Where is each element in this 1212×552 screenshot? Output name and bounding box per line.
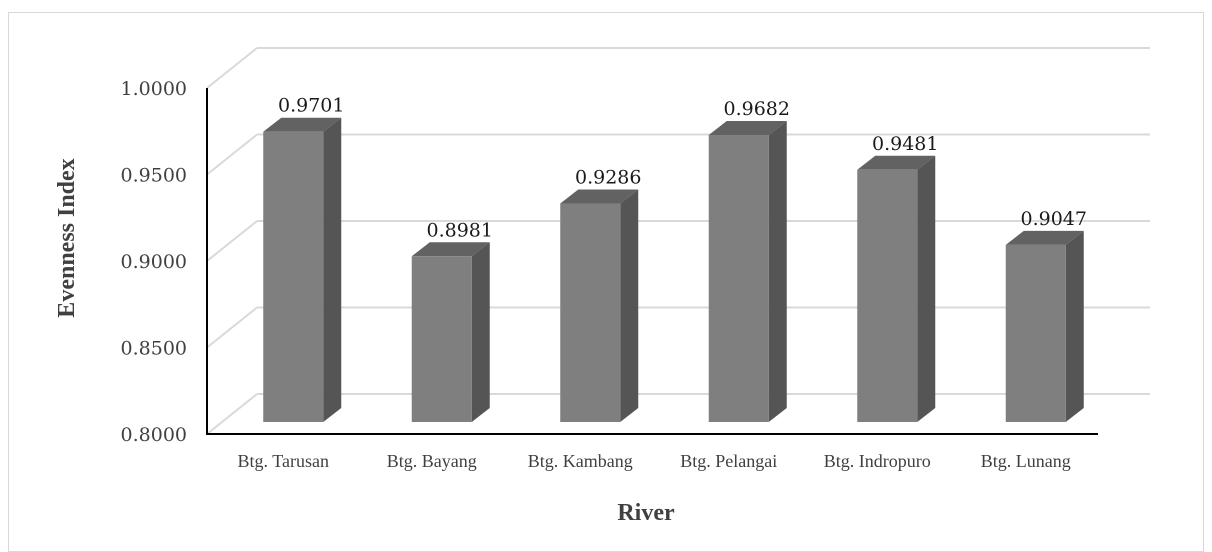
- bar: [263, 117, 342, 423]
- y-tick-label: 0.9500: [121, 165, 187, 187]
- x-tick-label: Btg. Tarusan: [238, 451, 329, 471]
- bar: [411, 242, 490, 422]
- gridline-diagonal: [206, 220, 258, 262]
- bar-top: [411, 242, 490, 257]
- bar: [708, 121, 787, 422]
- x-tick-label: Btg. Kambang: [528, 451, 633, 471]
- y-tick-label: 0.8500: [121, 338, 187, 360]
- x-axis-title: River: [617, 500, 675, 526]
- gridline-diagonal: [206, 47, 258, 89]
- axes: [206, 88, 1098, 435]
- bar-front: [708, 135, 769, 422]
- x-tick-label: Btg. Indropuro: [824, 451, 931, 471]
- data-label: 0.9682: [724, 98, 790, 120]
- bar-top: [263, 117, 342, 132]
- data-label: 0.9701: [278, 95, 344, 117]
- data-label: 0.9286: [575, 167, 641, 189]
- bar-side: [620, 189, 639, 422]
- bar-side: [917, 155, 936, 423]
- y-tick-label: 0.9000: [121, 251, 187, 273]
- bar-side: [471, 242, 490, 422]
- bars: [263, 117, 1084, 423]
- x-tick-label: Btg. Pelangai: [680, 451, 777, 471]
- gridlines: [206, 47, 1150, 435]
- bar-side: [323, 117, 342, 423]
- bar-top: [1005, 230, 1084, 245]
- gridline-diagonal: [206, 393, 258, 435]
- bar-side: [768, 121, 787, 422]
- gridline-diagonal: [206, 133, 258, 176]
- y-tick-label: 1.0000: [121, 78, 187, 100]
- y-tick-label: 0.8000: [121, 424, 187, 446]
- data-label: 0.8981: [427, 219, 493, 241]
- bar-front: [560, 203, 621, 422]
- y-tick-labels: 1.0000 0.9500 0.9000 0.8500 0.8000: [121, 78, 187, 446]
- bar-top: [857, 155, 936, 170]
- bar-front: [411, 256, 472, 422]
- data-label: 0.9047: [1021, 208, 1087, 230]
- bar-top: [708, 121, 787, 136]
- bar: [1005, 230, 1084, 422]
- gridline-diagonal: [206, 306, 258, 349]
- y-axis-title: Evenness Index: [54, 158, 80, 317]
- x-tick-label: Btg. Lunang: [981, 451, 1071, 471]
- bar-front: [1005, 244, 1066, 422]
- bar-side: [1065, 230, 1084, 422]
- bar-front: [263, 131, 324, 423]
- data-labels: 0.9701 0.8981 0.9286 0.9682 0.9481 0.9047: [278, 95, 1087, 242]
- bar: [560, 189, 639, 422]
- data-label: 0.9481: [872, 133, 938, 155]
- bar: [857, 155, 936, 423]
- bar-top: [560, 189, 639, 204]
- x-tick-labels: Btg. Tarusan Btg. Bayang Btg. Kambang Btg. …: [238, 451, 1071, 471]
- bar-front: [857, 169, 918, 422]
- x-tick-label: Btg. Bayang: [387, 451, 477, 471]
